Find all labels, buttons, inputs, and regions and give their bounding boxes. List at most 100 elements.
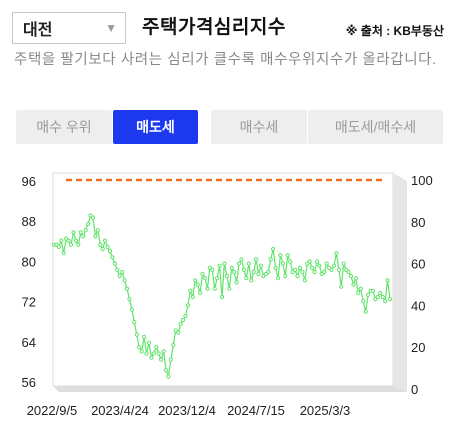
data-point <box>200 271 205 277</box>
data-point <box>222 261 227 266</box>
data-point <box>305 261 310 266</box>
data-point <box>132 320 137 325</box>
data-point <box>241 267 246 273</box>
data-point <box>327 265 332 270</box>
data-point <box>68 242 74 247</box>
left-tick-label: 72 <box>22 295 36 310</box>
data-point <box>314 259 320 264</box>
data-point <box>383 299 388 304</box>
right-tick-label: 20 <box>411 340 425 355</box>
data-point <box>173 328 178 333</box>
region-select-value: 대전 <box>23 22 53 39</box>
data-point <box>341 261 346 266</box>
data-point <box>151 351 156 356</box>
data-point <box>176 330 181 335</box>
x-tick-label: 2025/3/3 <box>300 403 351 418</box>
description-text: 주택을 팔기보다 사려는 심리가 클수록 매수우위지수가 올라갑니다. <box>14 52 437 68</box>
chart-floor <box>53 386 407 392</box>
data-point <box>107 249 113 254</box>
data-point <box>93 234 98 239</box>
chart-side-wall <box>393 173 407 392</box>
data-point <box>212 286 217 291</box>
data-point <box>156 351 161 356</box>
source-label: ※ 출처 : KB부동산 <box>345 24 444 38</box>
data-point <box>105 244 110 250</box>
data-point <box>312 269 317 275</box>
data-point <box>120 269 125 275</box>
data-point <box>185 303 190 308</box>
tab-buy[interactable]: 매수세 <box>211 110 307 144</box>
data-point <box>154 345 159 350</box>
data-point <box>351 282 356 287</box>
data-point <box>183 313 188 318</box>
data-point <box>254 257 259 262</box>
data-point <box>224 274 229 279</box>
data-point <box>129 307 134 312</box>
left-tick-label: 88 <box>22 214 36 229</box>
data-point <box>271 246 276 252</box>
data-point <box>142 334 147 339</box>
data-point <box>100 246 105 252</box>
data-point <box>283 274 288 279</box>
x-tick-label: 2022/9/5 <box>27 403 78 418</box>
data-point <box>239 257 244 262</box>
data-point <box>356 290 361 295</box>
data-point <box>193 278 198 283</box>
data-point <box>307 259 312 264</box>
data-point <box>166 374 171 379</box>
data-point <box>88 213 93 218</box>
data-point <box>56 244 62 250</box>
data-point <box>229 265 234 270</box>
data-point <box>76 242 81 247</box>
data-point <box>98 242 103 247</box>
tab-sell-buy[interactable]: 매도세/매수세 <box>308 110 443 144</box>
data-point <box>73 238 79 243</box>
x-tick-label: 2023/12/4 <box>158 403 216 418</box>
data-point <box>358 286 363 291</box>
data-point <box>180 317 186 323</box>
data-point <box>295 274 300 279</box>
data-point <box>346 269 351 275</box>
data-point <box>370 288 376 293</box>
data-point <box>366 292 371 297</box>
left-tick-label: 56 <box>22 375 36 390</box>
right-tick-label: 40 <box>411 298 425 313</box>
data-point <box>124 286 130 291</box>
data-point <box>329 267 334 273</box>
data-point <box>139 349 144 354</box>
left-tick-label: 80 <box>22 254 36 269</box>
data-point <box>112 261 118 266</box>
data-point <box>324 261 329 266</box>
data-point <box>207 265 212 270</box>
data-point <box>137 345 142 350</box>
data-point <box>59 238 64 243</box>
data-point <box>317 263 322 268</box>
data-point <box>361 299 366 304</box>
left-axis: 96 88 80 72 64 56 <box>22 174 36 390</box>
left-tick-label: 96 <box>22 174 36 189</box>
data-point <box>115 267 120 273</box>
data-point <box>190 294 195 300</box>
data-point <box>266 269 271 275</box>
data-point <box>353 276 358 281</box>
data-point <box>159 357 164 362</box>
data-point <box>90 215 96 220</box>
data-point <box>236 261 242 266</box>
data-point <box>71 230 76 235</box>
data-point <box>122 278 127 283</box>
tab-sell[interactable]: 매도세 <box>113 110 198 144</box>
region-select[interactable]: 대전 ▼ <box>12 12 126 44</box>
data-point <box>161 349 166 354</box>
chart: 96 88 80 72 64 56 100 80 60 40 20 0 2022/9/5 2023/4… <box>22 172 433 418</box>
tab-buy-dominance[interactable]: 매수 우위 <box>16 110 112 144</box>
right-tick-label: 100 <box>411 173 433 188</box>
data-point <box>117 274 122 279</box>
data-point <box>275 276 281 281</box>
x-tick-label: 2023/4/24 <box>91 403 149 418</box>
x-tick-label: 2024/7/15 <box>227 403 285 418</box>
data-point <box>300 269 305 275</box>
tab-bar: 매수 우위 매도세 매수세 매도세/매수세 <box>16 110 446 144</box>
data-point <box>61 251 66 256</box>
data-point <box>331 263 337 268</box>
data-point <box>302 278 307 283</box>
